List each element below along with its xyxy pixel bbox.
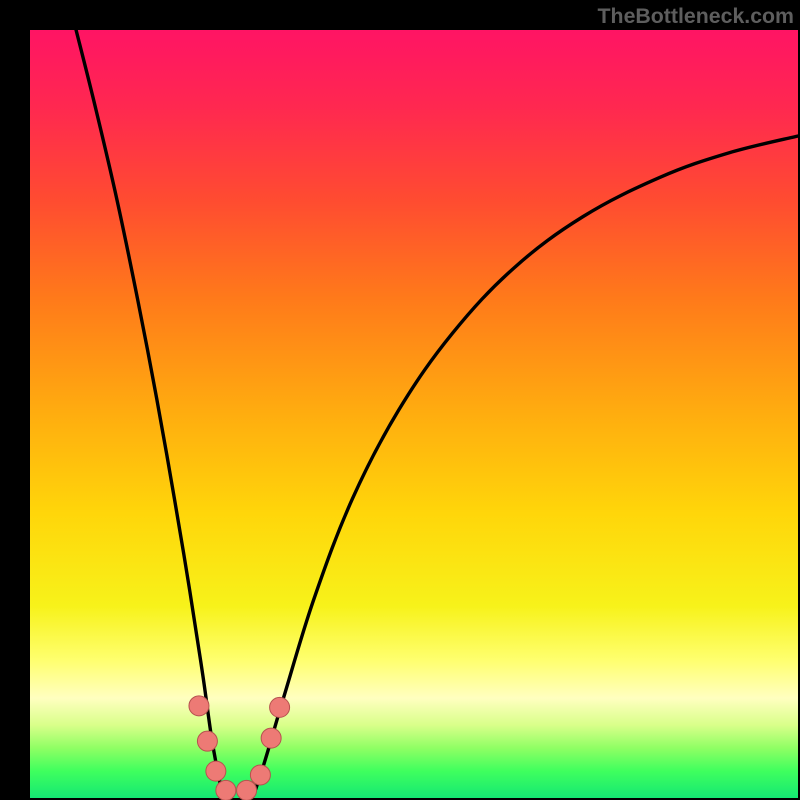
chart-canvas: TheBottleneck.com: [0, 0, 800, 800]
plot-area: [30, 30, 798, 798]
watermark-text: TheBottleneck.com: [598, 4, 794, 29]
